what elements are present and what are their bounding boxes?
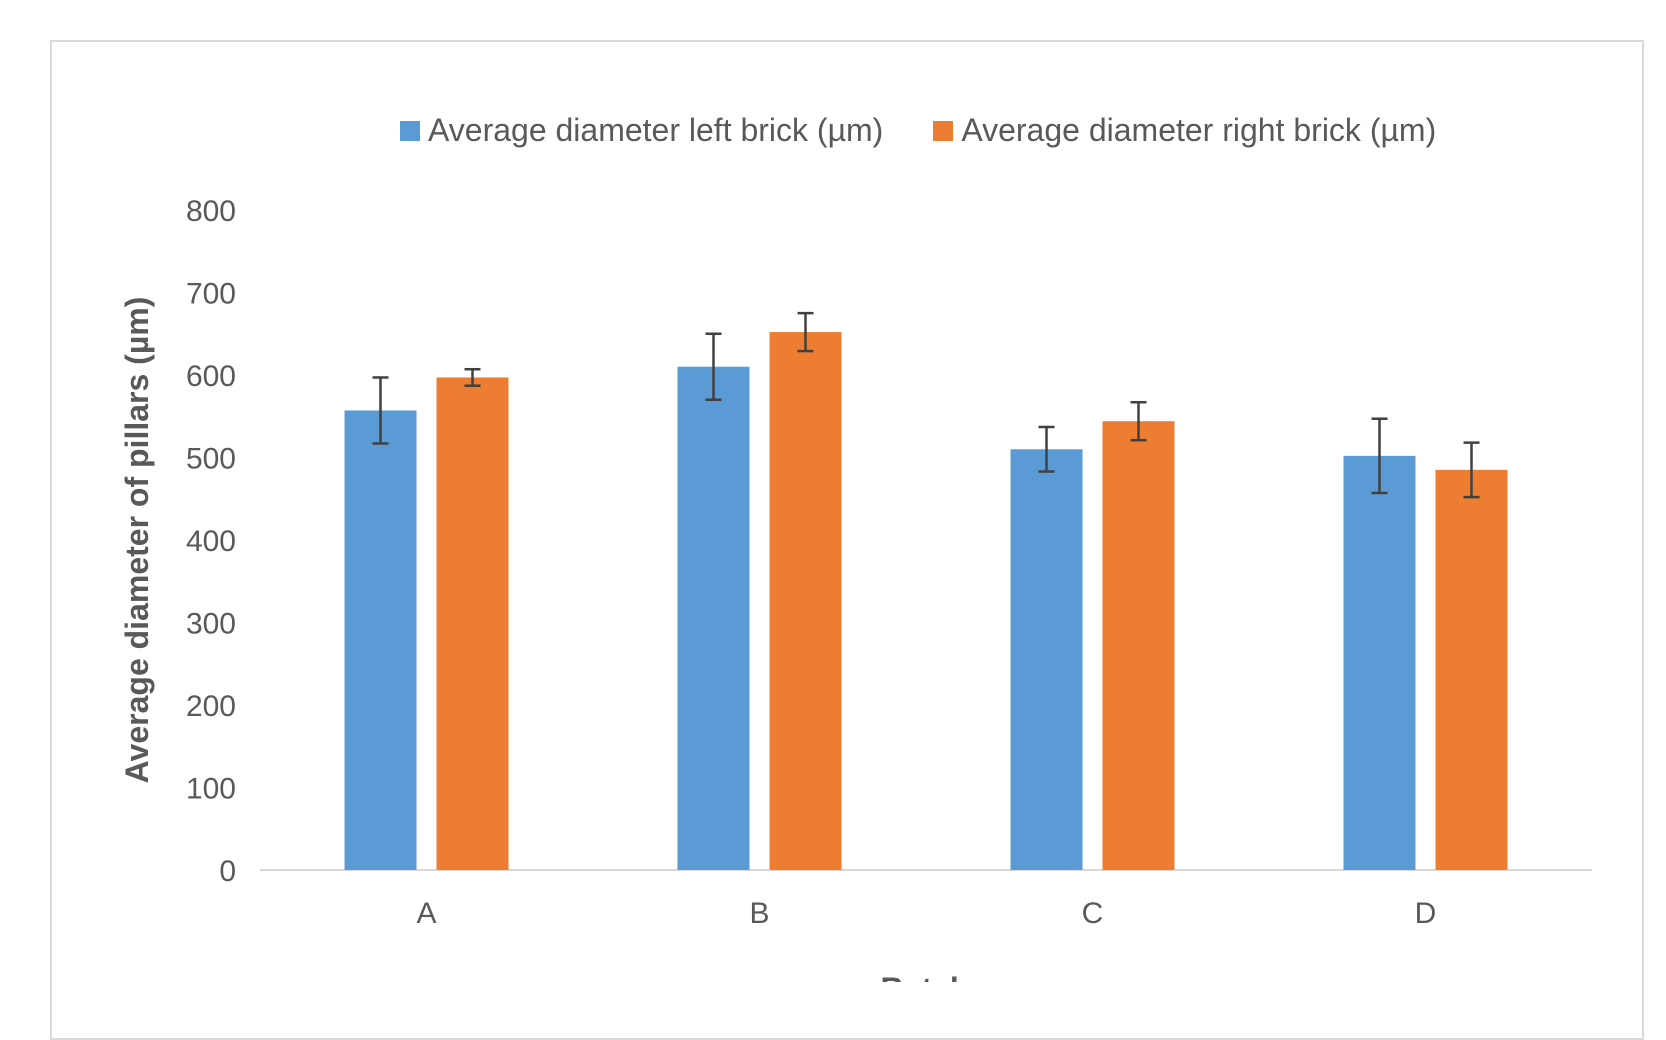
legend-label-right-brick: Average diameter right brick (µm) [961,112,1437,148]
x-tick-label: A [416,897,436,930]
x-axis-title: Batch [881,971,970,982]
y-axis-ticks: 0 100 200 300 400 500 600 700 800 [186,195,236,888]
error-bar-a-series-1 [372,376,389,445]
error-bars [372,311,1480,499]
error-bar-d-series-1 [1371,417,1388,495]
error-bar-a-series-2 [464,367,481,387]
legend: Average diameter left brick (µm) Average… [400,112,1436,149]
legend-label-left-brick: Average diameter left brick (µm) [428,112,884,148]
bars [344,332,1508,871]
bar-d-series-1 [1343,455,1416,870]
y-tick-label: 700 [186,278,236,311]
bar-chart: 0 100 200 300 400 500 600 700 800 A B C D Average d… [119,195,1592,982]
y-axis-title: Average diameter of pillars (µm) [119,297,155,784]
bar-c-series-1 [1010,449,1083,870]
y-tick-label: 500 [186,443,236,476]
y-tick-label: 0 [219,855,236,888]
y-tick-label: 400 [186,525,236,558]
legend-swatch-right-brick [933,120,954,141]
error-bar-c-series-1 [1038,425,1055,473]
bar-a-series-2 [436,377,509,870]
x-tick-label: B [749,897,769,930]
error-bar-d-series-2 [1463,441,1480,499]
x-axis-ticks: A B C D [416,897,1436,930]
bar-b-series-2 [769,332,842,871]
legend-item-left-brick: Average diameter left brick (µm) [400,112,883,149]
error-bar-c-series-2 [1130,400,1147,442]
bar-d-series-2 [1435,469,1508,870]
bar-b-series-1 [677,366,750,870]
y-tick-label: 100 [186,773,236,806]
legend-item-right-brick: Average diameter right brick (µm) [933,112,1436,149]
error-bar-b-series-2 [797,311,814,353]
bar-a-series-1 [344,410,417,870]
bar-c-series-2 [1102,421,1175,870]
x-tick-label: C [1082,897,1104,930]
legend-swatch-left-brick [400,120,420,141]
error-bar-b-series-1 [705,332,722,401]
y-tick-label: 200 [186,690,236,723]
x-tick-label: D [1415,897,1437,930]
y-tick-label: 600 [186,360,236,393]
y-tick-label: 800 [186,195,236,228]
y-tick-label: 300 [186,608,236,641]
